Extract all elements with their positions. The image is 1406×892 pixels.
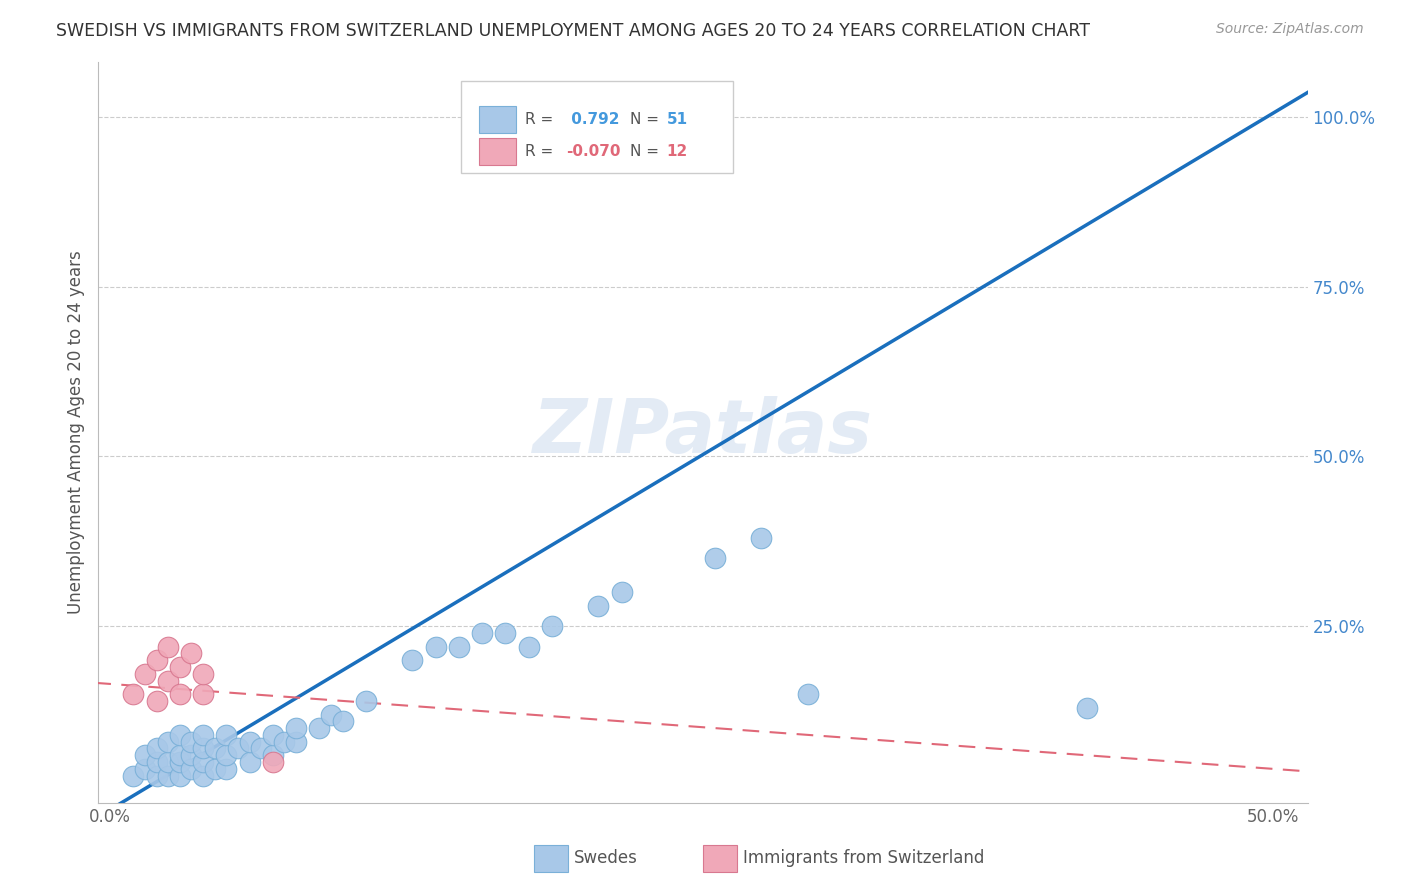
Text: Immigrants from Switzerland: Immigrants from Switzerland xyxy=(742,849,984,867)
Text: 51: 51 xyxy=(666,112,688,127)
FancyBboxPatch shape xyxy=(479,138,516,165)
Point xyxy=(204,762,226,776)
Point xyxy=(796,687,818,701)
Point xyxy=(354,694,377,708)
Point xyxy=(145,755,167,769)
Point xyxy=(262,755,284,769)
FancyBboxPatch shape xyxy=(479,106,516,133)
FancyBboxPatch shape xyxy=(461,81,734,173)
Point xyxy=(157,640,180,654)
Text: -0.070: -0.070 xyxy=(567,144,621,159)
Text: Swedes: Swedes xyxy=(574,849,637,867)
Point xyxy=(319,707,342,722)
Point xyxy=(169,728,191,742)
Text: N =: N = xyxy=(630,112,664,127)
Point xyxy=(191,666,214,681)
Point xyxy=(250,741,273,756)
Point xyxy=(169,748,191,763)
Point xyxy=(273,734,295,748)
Point xyxy=(157,673,180,688)
Point xyxy=(494,626,516,640)
Point xyxy=(517,640,540,654)
Point xyxy=(134,762,156,776)
Text: Source: ZipAtlas.com: Source: ZipAtlas.com xyxy=(1216,22,1364,37)
Point xyxy=(169,769,191,783)
FancyBboxPatch shape xyxy=(703,845,737,871)
Point xyxy=(145,694,167,708)
Point xyxy=(134,666,156,681)
Text: R =: R = xyxy=(526,144,558,159)
Text: 12: 12 xyxy=(666,144,688,159)
Y-axis label: Unemployment Among Ages 20 to 24 years: Unemployment Among Ages 20 to 24 years xyxy=(66,251,84,615)
Point xyxy=(1076,700,1098,714)
Point xyxy=(332,714,354,729)
Point xyxy=(122,769,145,783)
Text: N =: N = xyxy=(630,144,664,159)
Point xyxy=(262,728,284,742)
Point xyxy=(169,687,191,701)
Text: 0.792: 0.792 xyxy=(567,112,620,127)
Point xyxy=(122,687,145,701)
Text: SWEDISH VS IMMIGRANTS FROM SWITZERLAND UNEMPLOYMENT AMONG AGES 20 TO 24 YEARS CO: SWEDISH VS IMMIGRANTS FROM SWITZERLAND U… xyxy=(56,22,1090,40)
Point xyxy=(540,619,562,633)
Point xyxy=(749,531,772,545)
Point xyxy=(180,762,202,776)
Point xyxy=(471,626,494,640)
FancyBboxPatch shape xyxy=(534,845,568,871)
Point xyxy=(145,653,167,667)
Point xyxy=(157,769,180,783)
Point xyxy=(169,660,191,674)
Point xyxy=(157,755,180,769)
Point xyxy=(191,728,214,742)
Point xyxy=(239,755,262,769)
Point xyxy=(180,646,202,660)
Point xyxy=(285,734,308,748)
Point xyxy=(145,769,167,783)
Point xyxy=(191,755,214,769)
Point xyxy=(610,585,633,599)
Point xyxy=(215,762,238,776)
Point xyxy=(215,728,238,742)
Point xyxy=(134,748,156,763)
Text: ZIPatlas: ZIPatlas xyxy=(533,396,873,469)
Point xyxy=(239,734,262,748)
Point xyxy=(703,551,725,566)
Point xyxy=(588,599,610,613)
Point xyxy=(191,769,214,783)
Point xyxy=(226,741,249,756)
Point xyxy=(285,721,308,735)
Text: R =: R = xyxy=(526,112,558,127)
Point xyxy=(204,741,226,756)
Point xyxy=(180,748,202,763)
Point xyxy=(157,734,180,748)
Point xyxy=(191,687,214,701)
Point xyxy=(215,748,238,763)
Point xyxy=(262,748,284,763)
Point xyxy=(425,640,447,654)
Point xyxy=(401,653,423,667)
Point xyxy=(180,734,202,748)
Point xyxy=(447,640,470,654)
Point xyxy=(308,721,330,735)
Point xyxy=(145,741,167,756)
Point xyxy=(169,755,191,769)
Point xyxy=(191,741,214,756)
